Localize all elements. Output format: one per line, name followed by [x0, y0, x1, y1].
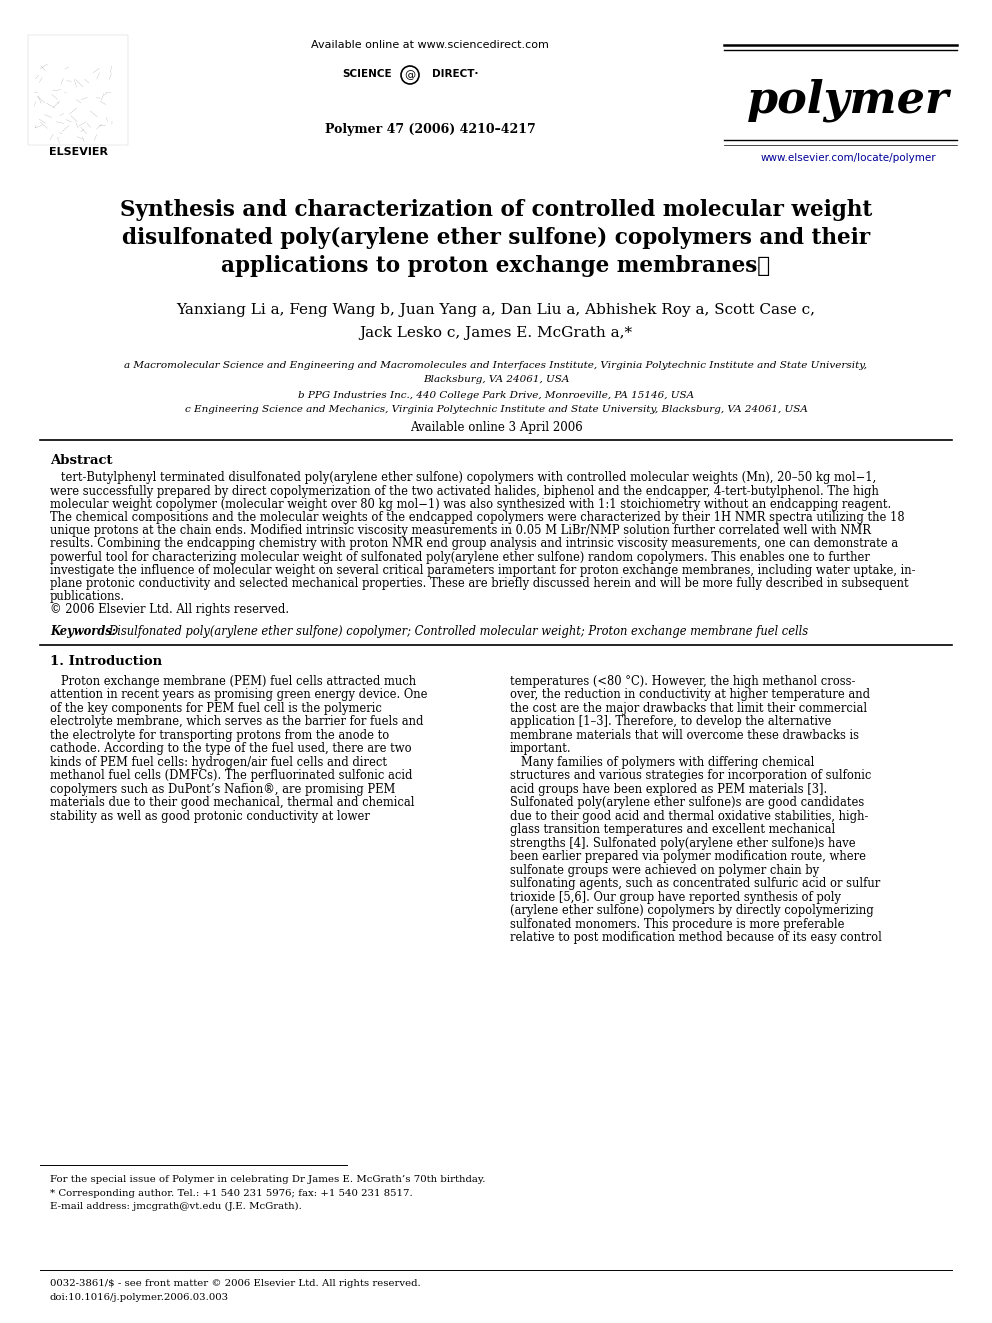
Text: sulfonating agents, such as concentrated sulfuric acid or sulfur: sulfonating agents, such as concentrated…: [510, 877, 880, 890]
Text: Abstract: Abstract: [50, 454, 112, 467]
Text: publications.: publications.: [50, 590, 125, 603]
Text: * Corresponding author. Tel.: +1 540 231 5976; fax: +1 540 231 8517.: * Corresponding author. Tel.: +1 540 231…: [50, 1188, 413, 1197]
Text: were successfully prepared by direct copolymerization of the two activated halid: were successfully prepared by direct cop…: [50, 484, 879, 497]
Text: Jack Lesko c, James E. McGrath a,*: Jack Lesko c, James E. McGrath a,*: [359, 325, 633, 340]
Text: @: @: [405, 70, 416, 79]
Text: Disulfonated poly(arylene ether sulfone) copolymer; Controlled molecular weight;: Disulfonated poly(arylene ether sulfone)…: [108, 624, 808, 638]
Text: acid groups have been explored as PEM materials [3].: acid groups have been explored as PEM ma…: [510, 783, 827, 795]
Text: glass transition temperatures and excellent mechanical: glass transition temperatures and excell…: [510, 823, 835, 836]
Text: the electrolyte for transporting protons from the anode to: the electrolyte for transporting protons…: [50, 729, 389, 742]
Text: the cost are the major drawbacks that limit their commercial: the cost are the major drawbacks that li…: [510, 701, 867, 714]
Text: www.elsevier.com/locate/polymer: www.elsevier.com/locate/polymer: [760, 153, 935, 163]
Text: temperatures (<80 °C). However, the high methanol cross-: temperatures (<80 °C). However, the high…: [510, 675, 855, 688]
Text: c Engineering Science and Mechanics, Virginia Polytechnic Institute and State Un: c Engineering Science and Mechanics, Vir…: [185, 405, 807, 414]
Text: Proton exchange membrane (PEM) fuel cells attracted much: Proton exchange membrane (PEM) fuel cell…: [50, 675, 416, 688]
Text: copolymers such as DuPont’s Nafion®, are promising PEM: copolymers such as DuPont’s Nafion®, are…: [50, 783, 396, 795]
Text: application [1–3]. Therefore, to develop the alternative: application [1–3]. Therefore, to develop…: [510, 716, 831, 728]
Text: Keywords:: Keywords:: [50, 624, 120, 638]
Text: attention in recent years as promising green energy device. One: attention in recent years as promising g…: [50, 688, 428, 701]
Text: doi:10.1016/j.polymer.2006.03.003: doi:10.1016/j.polymer.2006.03.003: [50, 1293, 229, 1302]
Text: membrane materials that will overcome these drawbacks is: membrane materials that will overcome th…: [510, 729, 859, 742]
Text: relative to post modification method because of its easy control: relative to post modification method bec…: [510, 931, 882, 945]
Text: (arylene ether sulfone) copolymers by directly copolymerizing: (arylene ether sulfone) copolymers by di…: [510, 904, 874, 917]
Text: powerful tool for characterizing molecular weight of sulfonated poly(arylene eth: powerful tool for characterizing molecul…: [50, 550, 870, 564]
Text: DIRECT·: DIRECT·: [432, 69, 478, 79]
Text: results. Combining the endcapping chemistry with proton NMR end group analysis a: results. Combining the endcapping chemis…: [50, 537, 898, 550]
Text: disulfonated poly(arylene ether sulfone) copolymers and their: disulfonated poly(arylene ether sulfone)…: [122, 228, 870, 249]
Text: due to their good acid and thermal oxidative stabilities, high-: due to their good acid and thermal oxida…: [510, 810, 868, 823]
Text: Available online 3 April 2006: Available online 3 April 2006: [410, 422, 582, 434]
Text: electrolyte membrane, which serves as the barrier for fuels and: electrolyte membrane, which serves as th…: [50, 716, 424, 728]
Text: plane protonic conductivity and selected mechanical properties. These are briefl: plane protonic conductivity and selected…: [50, 577, 909, 590]
Text: SCIENCE: SCIENCE: [342, 69, 392, 79]
Text: structures and various strategies for incorporation of sulfonic: structures and various strategies for in…: [510, 769, 871, 782]
Text: cathode. According to the type of the fuel used, there are two: cathode. According to the type of the fu…: [50, 742, 412, 755]
Text: The chemical compositions and the molecular weights of the endcapped copolymers : The chemical compositions and the molecu…: [50, 511, 905, 524]
Text: Polymer 47 (2006) 4210–4217: Polymer 47 (2006) 4210–4217: [324, 123, 536, 136]
Text: methanol fuel cells (DMFCs). The perfluorinated sulfonic acid: methanol fuel cells (DMFCs). The perfluo…: [50, 769, 413, 782]
Text: stability as well as good protonic conductivity at lower: stability as well as good protonic condu…: [50, 810, 370, 823]
Text: of the key components for PEM fuel cell is the polymeric: of the key components for PEM fuel cell …: [50, 701, 382, 714]
Text: strengths [4]. Sulfonated poly(arylene ether sulfone)s have: strengths [4]. Sulfonated poly(arylene e…: [510, 836, 856, 849]
Text: tert-Butylphenyl terminated disulfonated poly(arylene ether sulfone) copolymers : tert-Butylphenyl terminated disulfonated…: [50, 471, 876, 484]
Text: Synthesis and characterization of controlled molecular weight: Synthesis and characterization of contro…: [120, 198, 872, 221]
Text: sulfonate groups were achieved on polymer chain by: sulfonate groups were achieved on polyme…: [510, 864, 819, 877]
Text: © 2006 Elsevier Ltd. All rights reserved.: © 2006 Elsevier Ltd. All rights reserved…: [50, 603, 289, 617]
Text: materials due to their good mechanical, thermal and chemical: materials due to their good mechanical, …: [50, 796, 415, 810]
Text: molecular weight copolymer (molecular weight over 80 kg mol−1) was also synthesi: molecular weight copolymer (molecular we…: [50, 497, 891, 511]
Text: For the special issue of Polymer in celebrating Dr James E. McGrath’s 70th birth: For the special issue of Polymer in cele…: [50, 1176, 485, 1184]
Text: been earlier prepared via polymer modification route, where: been earlier prepared via polymer modifi…: [510, 851, 866, 863]
Text: Blacksburg, VA 24061, USA: Blacksburg, VA 24061, USA: [423, 374, 569, 384]
Text: unique protons at the chain ends. Modified intrinsic viscosity measurements in 0: unique protons at the chain ends. Modifi…: [50, 524, 871, 537]
Text: important.: important.: [510, 742, 571, 755]
Text: Yanxiang Li a, Feng Wang b, Juan Yang a, Dan Liu a, Abhishek Roy a, Scott Case c: Yanxiang Li a, Feng Wang b, Juan Yang a,…: [177, 303, 815, 318]
Text: polymer: polymer: [747, 78, 949, 122]
Text: sulfonated monomers. This procedure is more preferable: sulfonated monomers. This procedure is m…: [510, 918, 844, 930]
Text: 0032-3861/$ - see front matter © 2006 Elsevier Ltd. All rights reserved.: 0032-3861/$ - see front matter © 2006 El…: [50, 1278, 421, 1287]
Text: 1. Introduction: 1. Introduction: [50, 655, 162, 668]
Text: ELSEVIER: ELSEVIER: [49, 147, 107, 157]
Text: over, the reduction in conductivity at higher temperature and: over, the reduction in conductivity at h…: [510, 688, 870, 701]
Text: investigate the influence of molecular weight on several critical parameters imp: investigate the influence of molecular w…: [50, 564, 916, 577]
Text: a Macromolecular Science and Engineering and Macromolecules and Interfaces Insti: a Macromolecular Science and Engineering…: [125, 360, 867, 369]
Text: trioxide [5,6]. Our group have reported synthesis of poly: trioxide [5,6]. Our group have reported …: [510, 890, 841, 904]
Text: Available online at www.sciencedirect.com: Available online at www.sciencedirect.co…: [311, 40, 549, 50]
Text: applications to proton exchange membranes★: applications to proton exchange membrane…: [221, 255, 771, 277]
Text: E-mail address: jmcgrath@vt.edu (J.E. McGrath).: E-mail address: jmcgrath@vt.edu (J.E. Mc…: [50, 1201, 302, 1211]
Text: Sulfonated poly(arylene ether sulfone)s are good candidates: Sulfonated poly(arylene ether sulfone)s …: [510, 796, 864, 810]
Text: b PPG Industries Inc., 440 College Park Drive, Monroeville, PA 15146, USA: b PPG Industries Inc., 440 College Park …: [298, 390, 694, 400]
Text: kinds of PEM fuel cells: hydrogen/air fuel cells and direct: kinds of PEM fuel cells: hydrogen/air fu…: [50, 755, 387, 769]
Text: Many families of polymers with differing chemical: Many families of polymers with differing…: [510, 755, 814, 769]
Bar: [28, 34, 128, 146]
